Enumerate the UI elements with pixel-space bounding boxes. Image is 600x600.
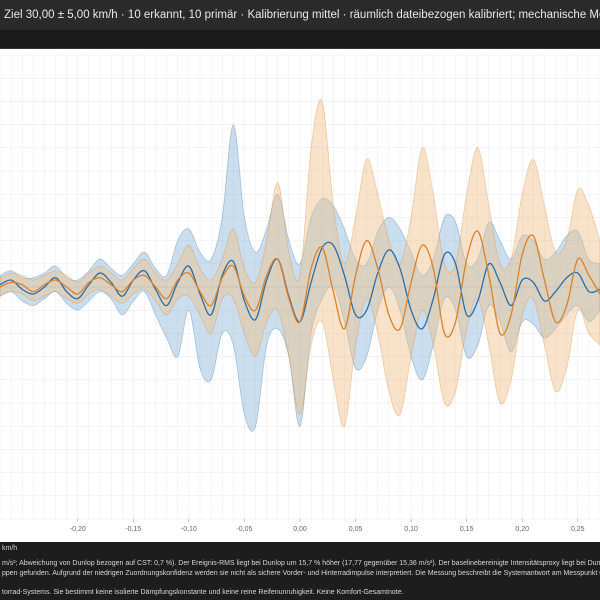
plot-area[interactable]: -0,20 -0,15 -0,10 -0,05 0,00 0,05 0,10 0,15 0,20… (0, 49, 600, 542)
chart-svg[interactable]: -0,20 -0,15 -0,10 -0,05 0,00 0,05 0,10 0,15 0,20… (0, 49, 600, 542)
x-tick-label: 0,10 (404, 526, 418, 533)
footer-notes: km/h m/s²; Abweichung von Dunlop bezogen… (0, 542, 600, 600)
x-tick-label: -0,20 (70, 526, 86, 533)
x-tick-label: -0,15 (125, 526, 141, 533)
x-tick-label: -0,05 (236, 526, 252, 533)
x-tick-label: 0,15 (460, 526, 474, 533)
x-tick-label: 0,00 (293, 526, 307, 533)
footer-text-line: torrad-Systems. Sie bestimmt keine isoli… (2, 589, 404, 596)
band-orange (0, 99, 600, 427)
chart-title: Ziel 30,00 ± 5,00 km/h · 10 erkannt, 10 … (4, 9, 600, 21)
footer-unit-line: km/h (2, 545, 18, 552)
footer-text-line: ppen gefunden. Aufgrund der niedrigen Zu… (2, 570, 600, 577)
x-tick-label: 0,25 (571, 526, 585, 533)
footer-text-line: m/s²; Abweichung von Dunlop bezogen auf … (2, 560, 600, 567)
title-bar: Ziel 30,00 ± 5,00 km/h · 10 erkannt, 10 … (0, 0, 600, 30)
x-tick-label: 0,05 (349, 526, 363, 533)
x-tick-label: -0,10 (181, 526, 197, 533)
series-line-orange (0, 230, 600, 338)
toolbar-strip (0, 30, 600, 49)
x-tick-label: 0,20 (515, 526, 529, 533)
